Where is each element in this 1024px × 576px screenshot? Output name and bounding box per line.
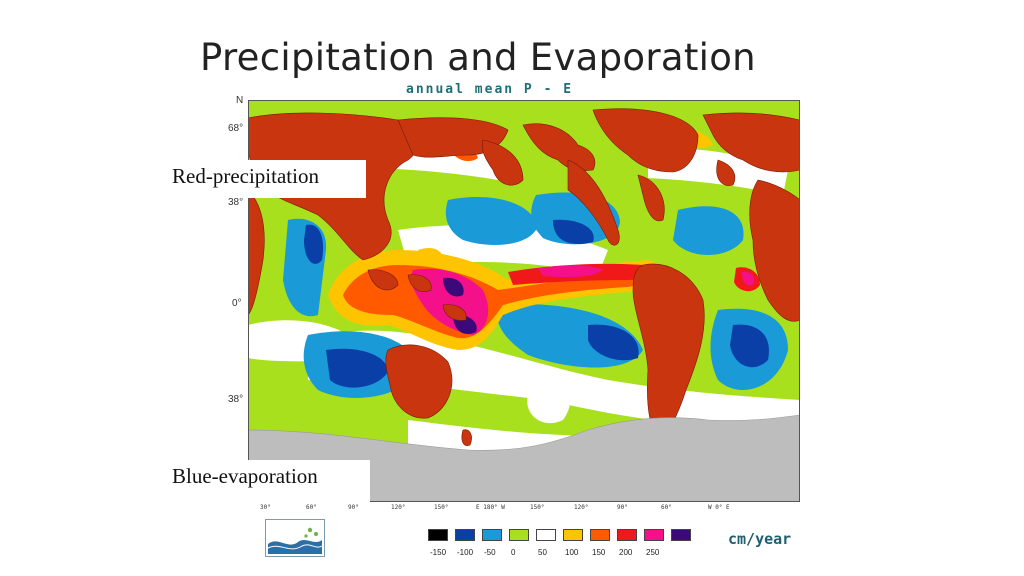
lon-tick: 60° xyxy=(661,504,672,511)
longitude-axis: 30° 60° 90° 120° 150° E 180° W 150° 120°… xyxy=(248,502,800,514)
logo-wave-icon xyxy=(267,527,323,554)
slide-title: Precipitation and Evaporation xyxy=(200,36,756,79)
lon-tick: E 180° W xyxy=(476,504,505,511)
blue-callout: Blue-evaporation xyxy=(166,460,370,502)
map-frame xyxy=(248,100,800,502)
lat-label-38s: 38° xyxy=(228,394,244,405)
lon-tick: 120° xyxy=(574,504,589,511)
lon-tick: 120° xyxy=(391,504,406,511)
lon-tick: 90° xyxy=(617,504,628,511)
units-label: cm/year xyxy=(728,530,792,548)
legend-label: -50 xyxy=(484,548,496,557)
legend-swatch xyxy=(671,529,691,541)
lon-tick: 90° xyxy=(348,504,359,511)
lon-tick: 60° xyxy=(306,504,317,511)
legend-label: -100 xyxy=(457,548,474,557)
legend-label: 0 xyxy=(511,548,516,557)
north-label: N xyxy=(236,95,244,106)
evaporation-zones xyxy=(283,192,788,398)
lon-tick: 150° xyxy=(434,504,449,511)
institution-logo xyxy=(265,519,325,557)
legend-label: 150 xyxy=(592,548,606,557)
lon-tick: 150° xyxy=(530,504,545,511)
legend-label: 100 xyxy=(565,548,579,557)
legend-label: -150 xyxy=(430,548,447,557)
legend-swatch xyxy=(617,529,637,541)
legend-swatch xyxy=(536,529,556,541)
legend-label: 200 xyxy=(619,548,633,557)
lon-tick: 30° xyxy=(260,504,271,511)
legend-swatch xyxy=(482,529,502,541)
legend-label: 250 xyxy=(646,548,660,557)
legend-swatch xyxy=(428,529,448,541)
legend-swatch xyxy=(590,529,610,541)
lat-label-0: 0° xyxy=(232,298,242,309)
legend-swatch xyxy=(563,529,583,541)
map-subtitle: annual mean P - E xyxy=(406,82,574,97)
lat-label-68: 68° xyxy=(228,123,244,134)
legend-label: 50 xyxy=(538,548,547,557)
antarctic-ice xyxy=(248,414,800,502)
legend-swatch xyxy=(509,529,529,541)
lat-label-38n: 38° xyxy=(228,197,244,208)
lon-tick: W 0° E xyxy=(708,504,730,511)
land-masses xyxy=(248,108,800,446)
legend-swatch xyxy=(644,529,664,541)
pe-map xyxy=(248,100,800,502)
red-callout: Red-precipitation xyxy=(166,160,366,198)
legend-swatch xyxy=(455,529,475,541)
